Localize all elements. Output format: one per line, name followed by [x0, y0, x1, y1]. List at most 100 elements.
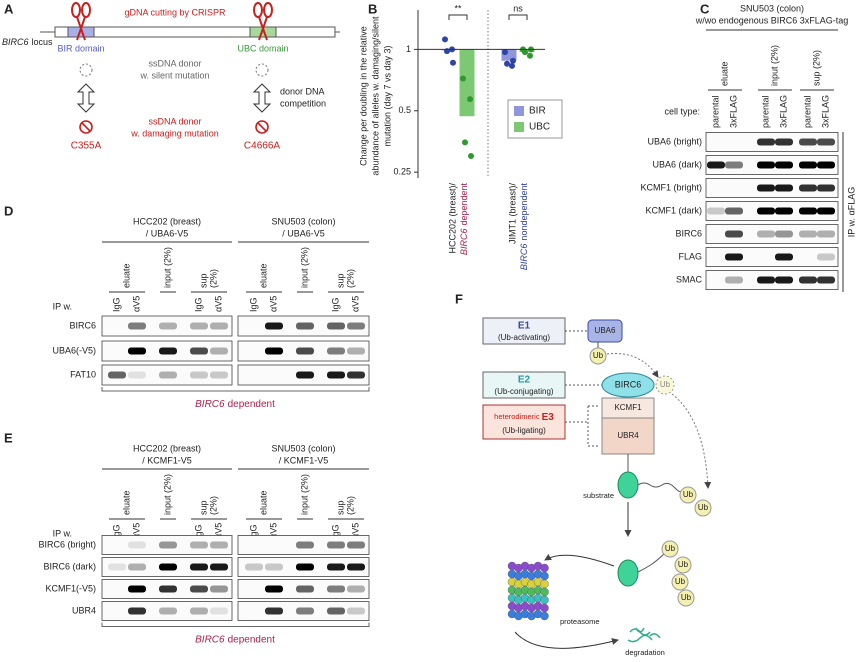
group-title: SNU503 (colon): [740, 3, 804, 13]
circle-shape: [679, 486, 697, 504]
proteasome-label: proteasome: [560, 617, 600, 626]
band: [296, 607, 314, 615]
row-label: UBA6 (bright): [647, 136, 702, 146]
band: [707, 161, 725, 169]
band: [128, 541, 146, 549]
band: [128, 585, 146, 593]
lane-label: IgG: [111, 524, 121, 539]
band: [210, 563, 228, 571]
row-label: KCMF1 (dark): [645, 205, 702, 215]
lane-label: 3xFLAG: [820, 95, 830, 128]
circle-shape: [694, 499, 712, 517]
panel-label: A: [4, 1, 14, 16]
ubiquitin: Ub: [681, 593, 692, 602]
donor-label: ssDNA donor: [148, 58, 201, 68]
band: [296, 322, 314, 330]
path-shape: [76, 83, 96, 113]
band: [327, 541, 345, 549]
circle-shape: [79, 120, 93, 134]
legend-swatch: [514, 106, 524, 116]
path-shape: [606, 352, 659, 378]
band: [817, 253, 835, 261]
section-label: input (2%): [299, 474, 309, 515]
row-label: BIRC6: [69, 320, 96, 330]
group-title: / UBA6-V5: [282, 228, 325, 238]
section-label: (2%): [345, 496, 355, 515]
group-title: HCC202 (breast): [133, 443, 201, 453]
band: [128, 607, 146, 615]
band: [296, 541, 314, 549]
enzyme-class: E1: [518, 321, 531, 332]
lane-label: IgG: [330, 524, 340, 539]
band: [327, 585, 345, 593]
lane-label: parental: [710, 95, 720, 128]
replicate-point: [522, 49, 528, 56]
lane-header: cell type:: [664, 106, 700, 116]
panel-label: B: [368, 1, 377, 16]
footer-label: BIRC6 dependent: [195, 634, 275, 645]
band: [799, 161, 817, 169]
legend-label: BIR: [529, 106, 546, 117]
band: [799, 230, 817, 238]
circle-shape: [661, 540, 679, 558]
band: [757, 161, 775, 169]
circle-shape: [677, 589, 695, 607]
band: [265, 347, 283, 355]
band: [757, 207, 775, 215]
lane-label: IgG: [248, 524, 258, 539]
proteasome-subunit: [540, 595, 549, 605]
section-label: sup: [198, 273, 208, 288]
band: [817, 138, 835, 146]
enzyme-role: (Ub-conjugating): [494, 387, 553, 396]
band: [128, 563, 146, 571]
band: [347, 541, 365, 549]
category-text: nondependent: [519, 183, 529, 241]
blot: [101, 364, 233, 386]
band: [210, 371, 228, 379]
significance: ns: [513, 3, 523, 13]
section-label: sup: [335, 273, 345, 288]
replicate-point: [510, 57, 516, 64]
ubiquitin: Ub: [675, 577, 686, 586]
band: [210, 347, 228, 355]
section-label: eluate: [121, 490, 131, 515]
section-label: input (2%): [162, 247, 172, 288]
ellipse-shape: [71, 2, 81, 18]
group-title: / KCMF1-V5: [142, 455, 192, 465]
path-shape: [544, 553, 615, 567]
footer-text: dependent: [228, 399, 275, 410]
band: [159, 347, 177, 355]
band: [347, 322, 365, 330]
y-axis-label: Change per doubling in the relative: [358, 26, 368, 166]
protein: BIRC6: [615, 379, 642, 389]
section-label: eluate: [258, 263, 268, 288]
category-text: dependent: [459, 183, 469, 226]
ubiquitin: Ub: [665, 544, 676, 553]
section-label: (2%): [345, 269, 355, 288]
rect-shape: [482, 404, 566, 440]
ubiquitin: Ub: [660, 380, 671, 389]
mutation-label: C355A: [71, 141, 102, 152]
band: [128, 347, 146, 355]
footer-bracket: [101, 387, 370, 392]
y-axis-label: mutation (day 7 vs day 3): [382, 45, 392, 146]
lane-label: parental: [802, 95, 812, 128]
replicate-point: [504, 60, 510, 67]
path-shape: [627, 627, 661, 643]
replicate-point: [460, 75, 466, 82]
band: [327, 347, 345, 355]
circle-shape: [79, 63, 93, 77]
band: [210, 607, 228, 615]
lane-label: IgG: [193, 297, 203, 312]
band: [347, 347, 365, 355]
band: [775, 230, 793, 238]
enzyme-role: (Ub-activating): [498, 333, 550, 342]
panel-label: F: [455, 291, 463, 306]
line-shape: [257, 122, 267, 132]
band: [210, 585, 228, 593]
band: [817, 184, 835, 192]
panel-label: C: [700, 1, 710, 16]
band: [265, 607, 283, 615]
proteasome: [507, 561, 549, 621]
